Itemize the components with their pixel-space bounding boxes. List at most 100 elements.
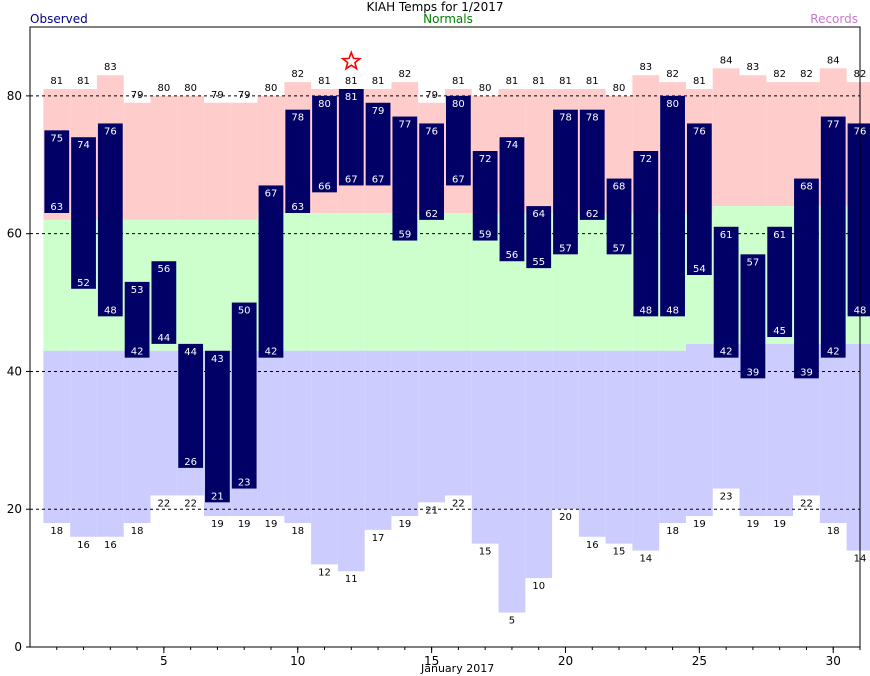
record-low-band <box>284 350 312 523</box>
record-low-label: 10 <box>532 581 545 592</box>
observed-high-label: 78 <box>559 113 572 124</box>
record-low-label: 19 <box>238 519 251 530</box>
observed-bar <box>820 116 846 358</box>
observed-high-label: 53 <box>131 285 144 296</box>
record-low-band <box>552 350 579 510</box>
record-high-label: 81 <box>693 76 706 87</box>
observed-low-label: 63 <box>291 202 304 213</box>
record-high-band <box>525 89 553 213</box>
record-high-band <box>123 102 151 220</box>
observed-bar <box>338 89 364 186</box>
record-high-band <box>766 82 794 207</box>
record-high-label: 81 <box>372 76 385 87</box>
x-tick-label: 5 <box>160 654 168 668</box>
record-low-label: 21 <box>425 505 438 516</box>
observed-high-label: 67 <box>265 188 278 199</box>
y-tick-label: 60 <box>7 227 22 241</box>
record-low-band <box>605 350 633 544</box>
record-high-label: 81 <box>345 76 358 87</box>
record-high-band <box>712 68 740 207</box>
record-high-label: 84 <box>827 55 840 66</box>
record-low-label: 12 <box>318 567 331 578</box>
observed-bar <box>767 226 793 337</box>
record-high-label: 81 <box>586 76 599 87</box>
observed-low-label: 67 <box>372 174 385 185</box>
observed-high-label: 78 <box>586 113 599 124</box>
observed-low-label: 39 <box>747 367 760 378</box>
observed-high-label: 77 <box>827 120 840 131</box>
record-high-label: 79 <box>238 90 251 101</box>
record-high-band <box>204 102 231 220</box>
observed-high-label: 74 <box>506 140 519 151</box>
x-tick-label: 30 <box>826 654 841 668</box>
observed-bar <box>419 123 444 220</box>
observed-bar <box>526 206 552 269</box>
x-tick-label: 15 <box>424 654 439 668</box>
record-low-band <box>391 350 419 517</box>
observed-low-label: 67 <box>452 174 465 185</box>
y-tick-label: 40 <box>7 364 22 378</box>
observed-bar <box>231 302 257 489</box>
observed-low-label: 48 <box>104 305 117 316</box>
observed-low-label: 55 <box>532 257 545 268</box>
x-axis-label: January 2017 <box>420 662 494 675</box>
record-low-label: 17 <box>372 533 385 544</box>
record-low-band <box>712 343 740 489</box>
normal-band <box>204 219 231 351</box>
record-high-label: 80 <box>479 83 492 94</box>
record-high-label: 81 <box>532 76 545 87</box>
observed-high-label: 44 <box>184 347 197 358</box>
record-low-band <box>685 343 713 517</box>
observed-high-label: 75 <box>50 133 63 144</box>
record-low-label: 22 <box>158 498 171 509</box>
normal-band <box>578 213 606 351</box>
record-low-label: 15 <box>479 547 492 558</box>
record-low-label: 14 <box>639 554 652 565</box>
record-low-band <box>150 350 178 496</box>
observed-bar <box>285 109 311 213</box>
observed-high-label: 76 <box>425 126 438 137</box>
record-low-label: 18 <box>131 526 144 537</box>
record-low-label: 18 <box>827 526 840 537</box>
observed-bar <box>312 95 337 193</box>
observed-bar <box>258 185 284 358</box>
observed-high-label: 77 <box>398 120 411 131</box>
record-star-marker <box>340 50 363 71</box>
observed-bar <box>606 178 632 255</box>
normal-band <box>445 213 472 351</box>
record-low-label: 19 <box>211 519 224 530</box>
record-low-band <box>337 350 365 572</box>
x-tick-label: 20 <box>558 654 573 668</box>
observed-low-label: 67 <box>345 174 358 185</box>
observed-low-label: 57 <box>613 243 626 254</box>
observed-high-label: 68 <box>613 182 626 193</box>
observed-high-label: 43 <box>211 354 224 365</box>
observed-bar <box>633 151 659 317</box>
observed-low-label: 21 <box>211 491 224 502</box>
record-low-label: 5 <box>509 616 515 627</box>
observed-high-label: 72 <box>479 154 492 165</box>
record-low-label: 20 <box>559 512 572 523</box>
observed-low-label: 54 <box>693 264 706 275</box>
record-low-band <box>70 350 97 537</box>
observed-low-label: 56 <box>506 250 519 261</box>
record-high-label: 82 <box>291 69 304 80</box>
record-low-band <box>632 350 660 551</box>
observed-low-label: 48 <box>666 305 679 316</box>
observed-high-label: 68 <box>800 182 813 193</box>
record-high-label: 81 <box>452 76 465 87</box>
record-high-label: 83 <box>639 62 652 73</box>
record-high-band <box>150 95 178 220</box>
observed-high-label: 80 <box>452 99 465 110</box>
observed-low-label: 63 <box>50 202 63 213</box>
observed-bar <box>686 123 712 275</box>
normal-band <box>284 213 312 351</box>
observed-bar <box>151 261 177 344</box>
chart-title: KIAH Temps for 1/2017 <box>366 0 504 14</box>
observed-bar <box>713 226 739 358</box>
record-low-label: 19 <box>265 519 278 530</box>
record-low-band <box>43 350 71 523</box>
record-low-label: 19 <box>747 519 760 530</box>
record-high-band <box>739 75 767 207</box>
